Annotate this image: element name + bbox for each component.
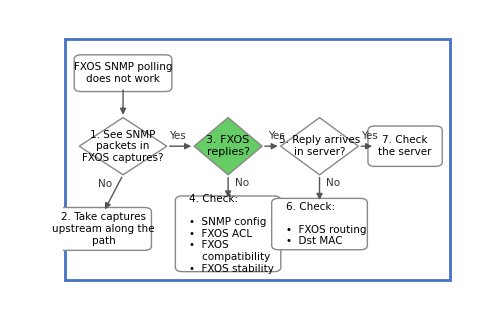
FancyBboxPatch shape	[271, 198, 367, 250]
Text: No: No	[234, 178, 248, 188]
Polygon shape	[79, 118, 166, 175]
Polygon shape	[280, 118, 358, 175]
Text: No: No	[326, 178, 340, 188]
Text: Yes: Yes	[360, 131, 377, 142]
Text: 4. Check:

•  SNMP config
•  FXOS ACL
•  FXOS
    compatibility
•  FXOS stabilit: 4. Check: • SNMP config • FXOS ACL • FXO…	[189, 194, 274, 274]
Text: Yes: Yes	[267, 131, 284, 142]
Text: 5. Reply arrives
in server?: 5. Reply arrives in server?	[279, 135, 359, 157]
FancyBboxPatch shape	[175, 196, 280, 272]
FancyBboxPatch shape	[367, 126, 441, 167]
Text: FXOS SNMP polling
does not work: FXOS SNMP polling does not work	[74, 62, 172, 84]
Text: Yes: Yes	[169, 131, 185, 142]
Text: 1. See SNMP
packets in
FXOS captures?: 1. See SNMP packets in FXOS captures?	[82, 130, 163, 163]
Text: 7. Check
the server: 7. Check the server	[378, 135, 431, 157]
Text: No: No	[98, 179, 112, 189]
Text: 2. Take captures
upstream along the
path: 2. Take captures upstream along the path	[52, 212, 154, 246]
Text: 6. Check:

•  FXOS routing
•  Dst MAC: 6. Check: • FXOS routing • Dst MAC	[285, 202, 365, 246]
FancyBboxPatch shape	[74, 55, 171, 92]
FancyBboxPatch shape	[56, 208, 151, 250]
Text: 3. FXOS
replies?: 3. FXOS replies?	[206, 135, 249, 157]
Polygon shape	[194, 118, 262, 175]
